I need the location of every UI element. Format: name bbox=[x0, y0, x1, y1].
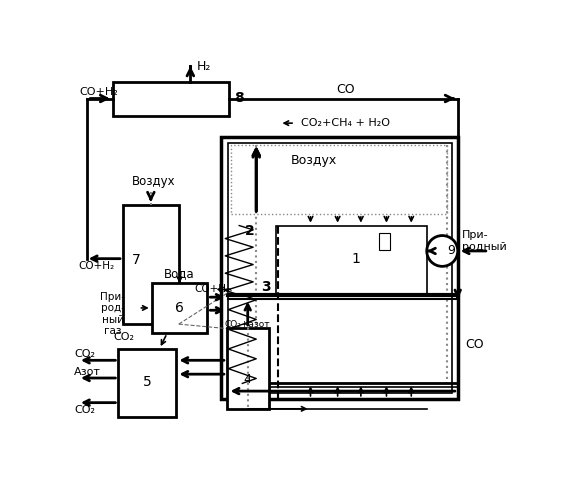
Text: 7: 7 bbox=[132, 253, 141, 267]
Text: 3: 3 bbox=[261, 280, 270, 294]
Text: CO₂: CO₂ bbox=[113, 332, 134, 342]
Text: 6: 6 bbox=[175, 301, 184, 315]
Text: 4: 4 bbox=[244, 373, 252, 386]
Text: Азот: Азот bbox=[74, 367, 101, 377]
Text: CO₂+CH₄ + H₂O: CO₂+CH₄ + H₂O bbox=[301, 118, 390, 128]
Text: При-
родный: При- родный bbox=[461, 230, 506, 252]
Bar bbox=[228, 143, 451, 392]
Circle shape bbox=[427, 236, 458, 266]
Text: 2: 2 bbox=[245, 224, 255, 238]
Text: CO: CO bbox=[465, 338, 484, 351]
Text: 5: 5 bbox=[143, 375, 151, 389]
Text: CO₂: CO₂ bbox=[74, 349, 95, 359]
Text: Воздух: Воздух bbox=[291, 154, 338, 166]
Text: 1: 1 bbox=[351, 252, 360, 266]
Bar bbox=[232, 144, 447, 214]
Bar bbox=[221, 137, 458, 399]
Text: CO₂+азот: CO₂+азот bbox=[225, 320, 270, 328]
Bar bbox=[123, 205, 179, 324]
Bar bbox=[152, 284, 207, 334]
Text: CO+H₂: CO+H₂ bbox=[80, 88, 118, 98]
Text: CO+H₂: CO+H₂ bbox=[78, 262, 114, 272]
Text: При-
род-
ный
газ: При- род- ный газ bbox=[101, 292, 125, 337]
Text: CO: CO bbox=[336, 83, 355, 96]
Bar bbox=[275, 226, 427, 295]
Text: 9: 9 bbox=[448, 244, 456, 258]
Text: 8: 8 bbox=[234, 92, 244, 106]
Text: CO+H₂: CO+H₂ bbox=[194, 284, 230, 294]
Bar bbox=[379, 233, 391, 250]
Text: Вода: Вода bbox=[164, 268, 195, 280]
Bar bbox=[227, 328, 269, 409]
Bar bbox=[113, 82, 229, 116]
Text: H₂: H₂ bbox=[197, 60, 211, 72]
Bar bbox=[118, 349, 176, 416]
Text: Воздух: Воздух bbox=[132, 175, 176, 188]
Text: CO₂: CO₂ bbox=[74, 406, 95, 415]
